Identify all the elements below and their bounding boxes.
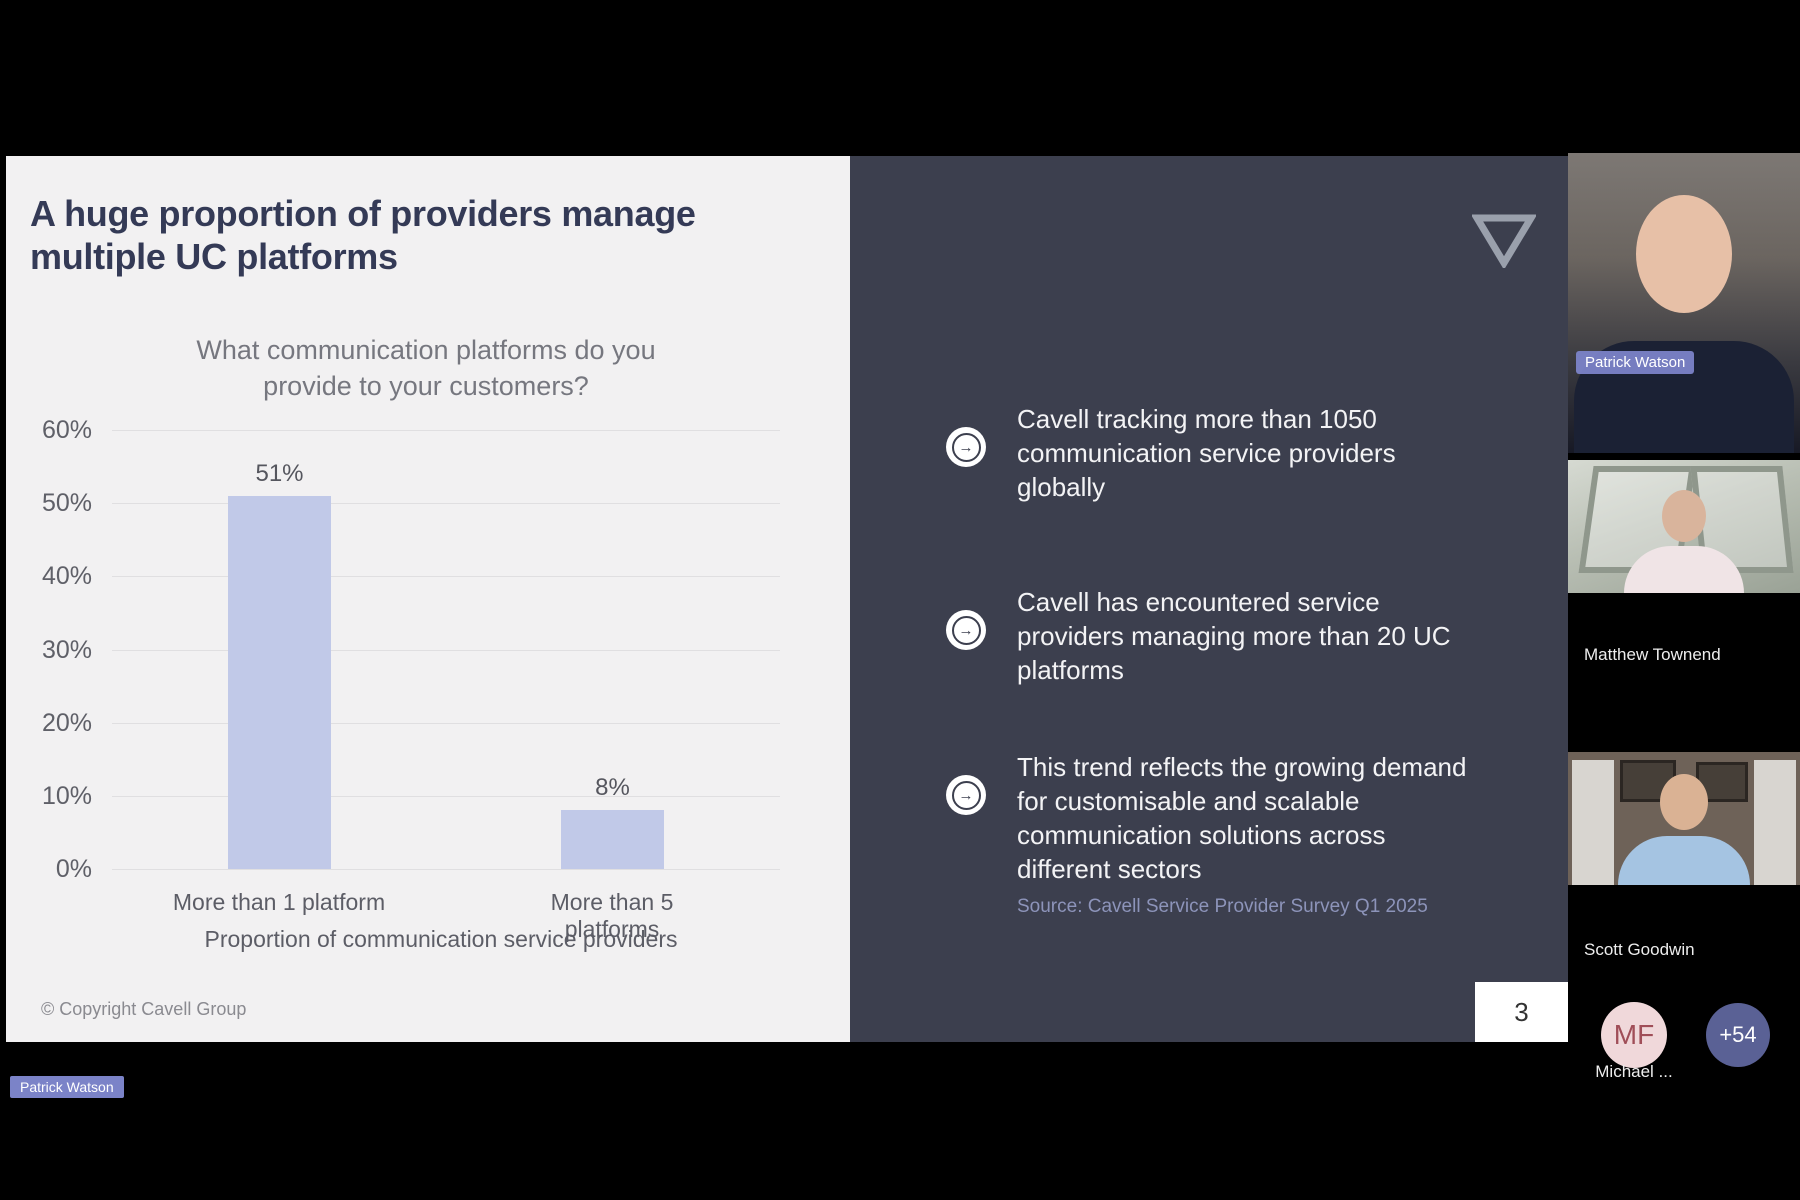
arrow-in-circle-icon: → — [946, 427, 986, 467]
slide-side-panel: → Cavell tracking more than 1050 communi… — [850, 156, 1568, 1042]
participant-face — [1636, 195, 1732, 313]
source-note: Source: Cavell Service Provider Survey Q… — [1017, 896, 1428, 917]
participants-sidebar: Patrick Watson Matthew Townend Scott G — [1568, 0, 1800, 1200]
participant-video-scott-goodwin[interactable]: Scott Goodwin — [1568, 752, 1800, 1018]
gridline-40 — [112, 576, 780, 577]
gridline-0 — [112, 869, 780, 870]
participant-name: Matthew Townend — [1584, 645, 1721, 664]
bar-value-label: 8% — [595, 774, 630, 801]
arrow-in-circle-icon: → — [946, 610, 986, 650]
participant-face — [1662, 490, 1706, 542]
y-tick: 0% — [55, 855, 92, 883]
participant-avatar-michael[interactable]: MF — [1601, 1002, 1667, 1068]
gridline-50 — [112, 503, 780, 504]
presenter-name-overlay: Patrick Watson — [10, 1076, 124, 1098]
slide-page-number: 3 — [1475, 982, 1568, 1042]
x-axis-title: Proportion of communication service prov… — [204, 926, 678, 952]
y-tick: 30% — [41, 636, 92, 664]
video-frame — [1568, 752, 1800, 885]
participant-face — [1660, 774, 1708, 830]
participant-name-tag: Patrick Watson — [1576, 351, 1695, 374]
background-door — [1572, 760, 1614, 885]
bar-value-label: 51% — [255, 460, 304, 487]
y-tick: 20% — [41, 709, 92, 737]
cavell-triangle-logo-icon — [1470, 214, 1538, 273]
gridline-60 — [112, 430, 780, 431]
copyright-note: © Copyright Cavell Group — [41, 999, 247, 1019]
participant-name: Scott Goodwin — [1584, 940, 1695, 959]
participant-body — [1618, 836, 1750, 885]
y-tick: 60% — [41, 416, 92, 444]
gridline-20 — [112, 723, 780, 724]
y-tick: 40% — [41, 562, 92, 590]
y-tick: 10% — [41, 782, 92, 810]
chart-title: What communication platforms do you prov… — [196, 335, 656, 402]
slide-title: A huge proportion of providers manage mu… — [30, 193, 696, 278]
shared-slide: A huge proportion of providers manage mu… — [6, 156, 850, 1042]
category-label: More than 1 platform — [172, 889, 386, 915]
overflow-count: +54 — [1719, 1022, 1757, 1047]
participant-name: Michael ... — [1595, 1062, 1673, 1081]
page-number-text: 3 — [1514, 996, 1529, 1027]
bullet-point: This trend reflects the growing demand f… — [1017, 752, 1467, 884]
arrow-in-circle-icon: → — [946, 775, 986, 815]
overflow-participants-badge[interactable]: +54 — [1706, 1003, 1770, 1067]
participant-video-patrick-watson[interactable]: Patrick Watson — [1568, 153, 1800, 453]
gridline-30 — [112, 650, 780, 651]
bullet-point: Cavell tracking more than 1050 communica… — [1017, 404, 1396, 502]
participant-video-matthew-townend[interactable]: Matthew Townend — [1568, 460, 1800, 740]
bullet-point: Cavell has encountered service providers… — [1017, 587, 1451, 685]
background-door — [1754, 760, 1796, 885]
bar-more-than-1-platform — [228, 496, 331, 869]
category-label: More than 5 platforms — [550, 889, 674, 942]
avatar-initials: MF — [1613, 1019, 1655, 1050]
participant-body — [1624, 546, 1744, 593]
bar-more-than-5-platforms — [561, 810, 664, 869]
video-frame — [1568, 460, 1800, 593]
y-tick: 50% — [41, 489, 92, 517]
gridline-10 — [112, 796, 780, 797]
